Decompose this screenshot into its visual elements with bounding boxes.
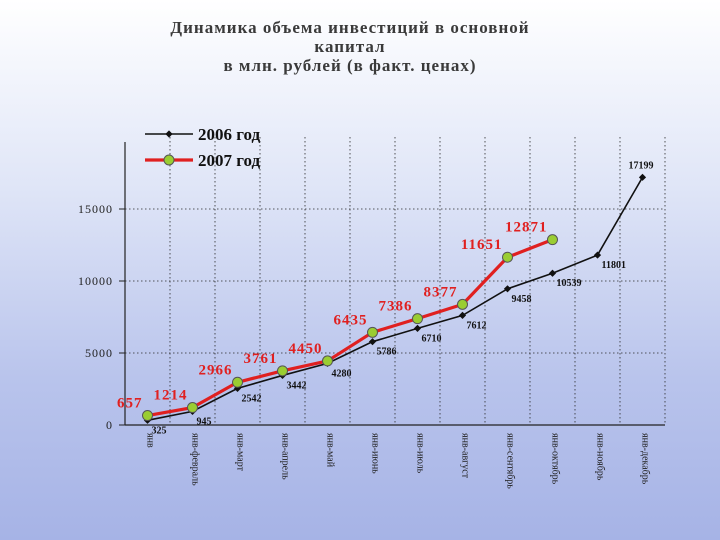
data-label-2007: 657	[117, 396, 143, 412]
marker-2006	[548, 269, 557, 277]
x-tick-label: янв-август	[460, 433, 471, 479]
marker-2007	[502, 251, 513, 263]
x-tick-label: янв-февраль	[190, 433, 201, 486]
y-axis-ticks: 0 5000 10000 15000	[78, 202, 125, 432]
x-tick-label: янв-март	[235, 433, 246, 472]
data-label-2007: 8377	[424, 284, 458, 300]
series-markers	[142, 173, 647, 424]
y-tick-label: 0	[106, 418, 113, 432]
data-label-2006: 9458	[512, 294, 532, 305]
marker-2006	[638, 173, 647, 181]
grid-lines	[125, 137, 666, 425]
y-tick-label: 15000	[78, 202, 113, 216]
data-label-2007: 11651	[461, 237, 503, 253]
x-tick-label: янв-ноябрь	[595, 433, 606, 481]
chart-title: Динамика объема инвестиций в основной ка…	[120, 18, 580, 75]
data-label-2007: 3761	[244, 351, 278, 367]
marker-2007	[367, 326, 378, 338]
data-label-2006: 945	[197, 416, 212, 427]
marker-2007	[232, 376, 243, 388]
data-label-2006: 17199	[629, 160, 654, 171]
series-lines	[147, 176, 644, 422]
data-label-2006: 11801	[602, 260, 626, 271]
legend-label-2006: 2006 год	[198, 125, 261, 144]
x-tick-label: янв-апрель	[280, 433, 291, 480]
x-axis-labels: янв янв-февраль янв-март янв-апрель янв-май я…	[145, 433, 651, 489]
data-label-2006: 6710	[422, 333, 442, 344]
y-tick-label: 5000	[85, 346, 113, 360]
data-label-2006: 5786	[377, 347, 397, 358]
data-label-2007: 2966	[199, 362, 233, 378]
marker-2006	[593, 251, 602, 259]
data-labels: 325 945 2542 3442 4280 5786 6710 7612 9458 10539 1…	[117, 160, 654, 436]
legend-marker-2007	[163, 154, 175, 166]
marker-2006	[503, 285, 512, 293]
legend-label-2007: 2007 год	[198, 151, 261, 170]
marker-2007	[322, 355, 333, 367]
data-label-2006: 4280	[332, 368, 352, 379]
title-line-2: капитал	[314, 37, 386, 56]
title-line-1: Динамика объема инвестиций в основной	[170, 18, 530, 37]
series-line-2006	[147, 176, 644, 422]
marker-2007	[457, 298, 468, 310]
marker-2007	[142, 410, 153, 422]
data-label-2007: 4450	[289, 341, 323, 357]
data-label-2007: 6435	[334, 312, 368, 328]
data-label-2006: 325	[152, 425, 167, 436]
title-line-3: в млн. рублей (в факт. ценах)	[223, 56, 477, 75]
x-tick-label: янв-октябрь	[550, 433, 561, 485]
x-tick-label: янв-декабрь	[640, 433, 651, 485]
legend: 2006 год 2007 год	[145, 125, 261, 170]
marker-2006	[458, 311, 467, 319]
marker-2007	[187, 402, 198, 414]
data-label-2007: 1214	[154, 388, 188, 404]
x-tick-label: янв-май	[325, 433, 336, 468]
x-tick-label: янв-июль	[415, 433, 426, 474]
marker-2007	[412, 313, 423, 325]
y-tick-label: 10000	[78, 274, 113, 288]
data-label-2006: 10539	[557, 278, 582, 289]
marker-2006	[368, 338, 377, 346]
data-label-2006: 7612	[467, 320, 487, 331]
legend-marker-2006	[165, 130, 173, 138]
data-label-2006: 2542	[242, 393, 262, 404]
series-line-2007	[147, 238, 554, 418]
marker-2007	[277, 365, 288, 377]
marker-2006	[413, 324, 422, 332]
marker-2007	[547, 234, 558, 246]
x-tick-label: янв-июнь	[370, 433, 381, 474]
data-label-2006: 3442	[287, 380, 307, 391]
x-tick-label: янв-сентябрь	[505, 433, 516, 489]
data-label-2007: 7386	[379, 299, 413, 315]
axes	[124, 142, 665, 426]
data-label-2007: 12871	[505, 220, 548, 236]
x-tick-label: янв	[145, 433, 156, 448]
